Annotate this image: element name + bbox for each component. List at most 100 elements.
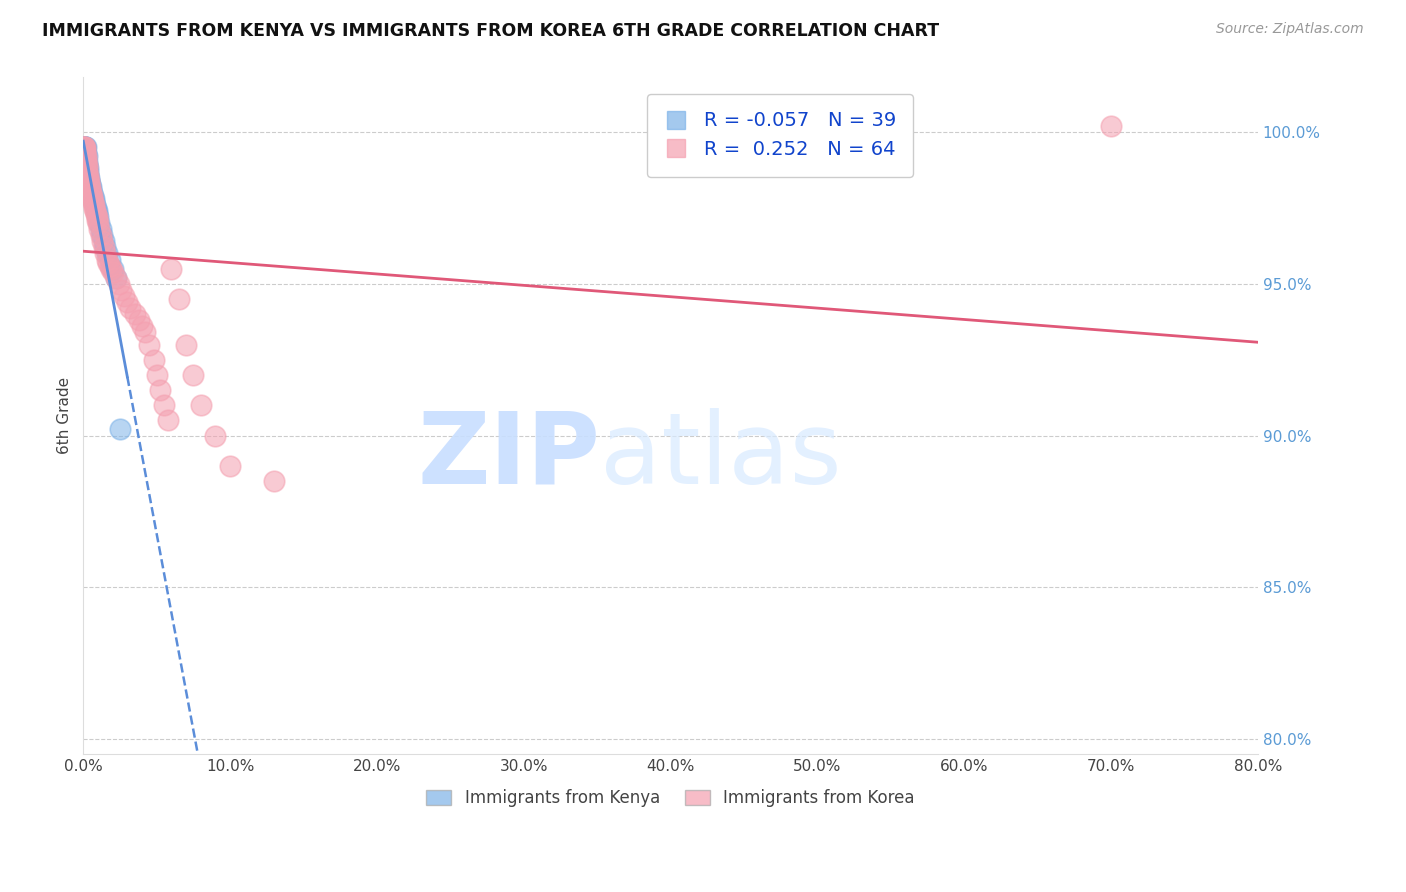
Point [84, 201, 107, 215]
Point [86, 213, 108, 227]
Point [107, 277, 129, 291]
Point [76, 161, 98, 176]
Point [112, 289, 135, 303]
Point [104, 270, 127, 285]
Point [73, 140, 96, 154]
Point [84, 204, 107, 219]
Point [84, 207, 107, 221]
Point [128, 313, 150, 327]
Point [80, 189, 103, 203]
Point [76, 164, 98, 178]
Point [142, 352, 165, 367]
Point [82, 186, 104, 200]
Point [90, 222, 112, 236]
Point [94, 240, 117, 254]
Point [174, 337, 197, 351]
Text: Source: ZipAtlas.com: Source: ZipAtlas.com [1216, 22, 1364, 37]
Point [93, 235, 115, 249]
Point [77, 168, 100, 182]
Point [204, 428, 226, 442]
Point [75, 146, 97, 161]
Point [79, 179, 101, 194]
Point [80, 183, 103, 197]
Point [73, 140, 96, 154]
Point [82, 189, 104, 203]
Point [101, 261, 124, 276]
Point [100, 261, 122, 276]
Text: IMMIGRANTS FROM KENYA VS IMMIGRANTS FROM KOREA 6TH GRADE CORRELATION CHART: IMMIGRANTS FROM KENYA VS IMMIGRANTS FROM… [42, 22, 939, 40]
Point [73, 143, 96, 157]
Point [76, 155, 98, 169]
Point [73, 140, 96, 154]
Point [79, 177, 101, 191]
Point [91, 235, 114, 249]
Point [263, 474, 285, 488]
Point [138, 337, 160, 351]
Point [77, 170, 100, 185]
Point [79, 179, 101, 194]
Point [83, 192, 105, 206]
Point [87, 216, 110, 230]
Point [167, 292, 190, 306]
Point [93, 240, 115, 254]
Point [79, 173, 101, 187]
Point [110, 283, 132, 297]
Point [73, 140, 96, 154]
Point [75, 149, 97, 163]
Point [86, 204, 108, 219]
Point [73, 140, 96, 154]
Point [75, 140, 97, 154]
Point [117, 295, 139, 310]
Text: ZIP: ZIP [418, 408, 600, 505]
Point [101, 265, 124, 279]
Point [124, 307, 146, 321]
Point [153, 398, 176, 412]
Point [73, 140, 96, 154]
Point [77, 173, 100, 187]
Point [104, 270, 127, 285]
Point [83, 194, 105, 209]
Point [79, 179, 101, 194]
Point [82, 192, 104, 206]
Point [80, 186, 103, 200]
Point [89, 216, 111, 230]
Point [83, 198, 105, 212]
Point [73, 140, 96, 154]
Point [76, 158, 98, 172]
Point [86, 210, 108, 224]
Text: atlas: atlas [600, 408, 842, 505]
Point [145, 368, 167, 382]
Point [120, 301, 142, 315]
Point [131, 319, 153, 334]
Point [160, 261, 183, 276]
Point [75, 155, 97, 169]
Legend: Immigrants from Kenya, Immigrants from Korea: Immigrants from Kenya, Immigrants from K… [419, 782, 921, 814]
Point [108, 422, 131, 436]
Point [76, 161, 98, 176]
Point [134, 326, 156, 340]
Point [96, 252, 118, 267]
Point [83, 201, 105, 215]
Point [94, 246, 117, 260]
Point [98, 252, 121, 267]
Point [77, 170, 100, 185]
Point [190, 398, 212, 412]
Point [86, 207, 108, 221]
Point [77, 177, 100, 191]
Point [75, 153, 97, 167]
Point [89, 222, 111, 236]
Point [219, 458, 242, 473]
Point [91, 228, 114, 243]
Point [76, 149, 98, 163]
Point [76, 158, 98, 172]
Point [75, 146, 97, 161]
Y-axis label: 6th Grade: 6th Grade [58, 377, 72, 454]
Point [90, 228, 112, 243]
Point [77, 173, 100, 187]
Point [96, 246, 118, 260]
Point [149, 383, 172, 397]
Point [87, 210, 110, 224]
Point [97, 255, 120, 269]
Point [77, 164, 100, 178]
Point [76, 168, 98, 182]
